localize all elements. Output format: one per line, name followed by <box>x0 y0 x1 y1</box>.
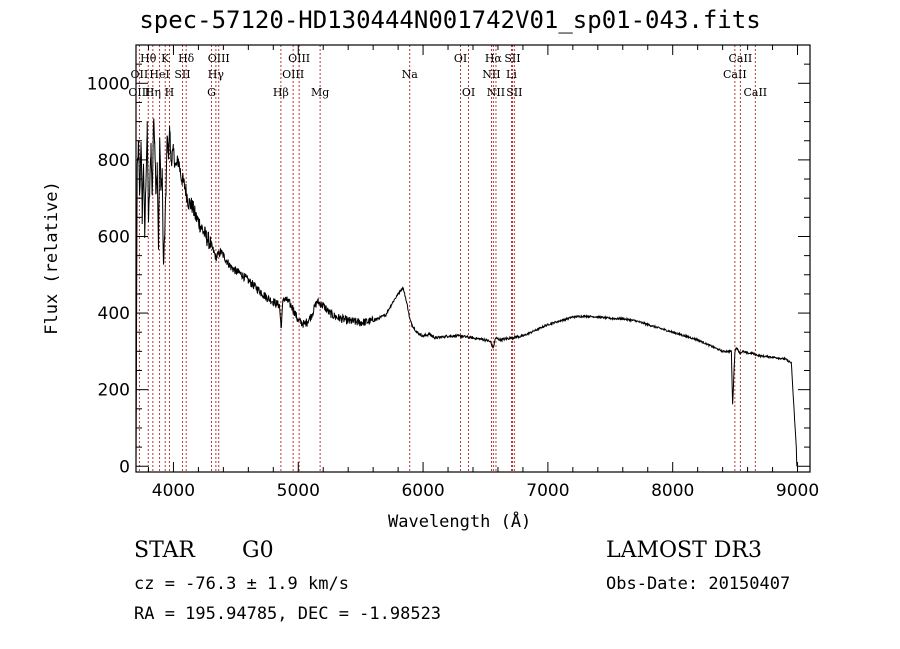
y-tick-label: 600 <box>98 227 130 247</box>
line-label: Hβ <box>273 86 289 99</box>
line-label: OI <box>454 52 467 65</box>
line-label: CaII <box>729 52 753 65</box>
line-label: Hγ <box>208 68 225 81</box>
survey-name: LAMOST DR3 <box>606 538 762 563</box>
line-label: OIII <box>282 68 304 81</box>
line-label: CaII <box>743 86 767 99</box>
line-label: CaII <box>723 68 747 81</box>
line-label: H <box>165 86 175 99</box>
x-axis-label: Wavelength (Å) <box>388 512 532 532</box>
line-label: Li <box>506 68 517 81</box>
line-label: Na <box>402 68 419 81</box>
line-label: NII <box>482 68 500 81</box>
line-markers <box>138 45 756 472</box>
axis-tick-labels: 4000 5000 6000 7000 8000 9000 0 200 400 600 800 100… <box>87 74 819 501</box>
x-tick-label: 8000 <box>651 481 694 501</box>
plot-frame <box>135 44 811 473</box>
line-label: OI <box>462 86 475 99</box>
y-tick-label: 400 <box>98 304 130 324</box>
line-label: OIII <box>128 86 150 99</box>
line-label: Hα <box>485 52 503 65</box>
x-tick-label: 5000 <box>277 481 320 501</box>
object-class: STAR <box>134 538 195 563</box>
y-tick-label: 200 <box>98 381 130 401</box>
line-label: NII <box>487 86 505 99</box>
spectral-subclass: G0 <box>242 538 274 563</box>
line-label: OIII <box>288 52 310 65</box>
y-tick-label: 1000 <box>87 74 130 94</box>
x-tick-label: 4000 <box>152 481 195 501</box>
y-tick-label: 0 <box>119 457 130 477</box>
line-label: Mg <box>311 86 329 99</box>
line-label: SII <box>504 52 520 65</box>
y-tick-label: 800 <box>98 151 130 171</box>
line-label: SII <box>174 68 190 81</box>
line-label: SII <box>506 86 522 99</box>
line-label: Hδ <box>178 52 195 65</box>
line-label: HeI <box>149 68 169 81</box>
chart-title: spec-57120-HD130444N001742V01_sp01-043.f… <box>139 6 761 34</box>
observation-date: Obs-Date: 20150407 <box>606 574 791 594</box>
line-label: OII <box>131 68 149 81</box>
axis-ticks <box>136 44 810 472</box>
x-tick-label: 7000 <box>526 481 569 501</box>
x-tick-label: 9000 <box>776 481 819 501</box>
x-tick-label: 6000 <box>401 481 444 501</box>
line-label: Hθ <box>140 52 157 65</box>
redshift-info: cz = -76.3 ± 1.9 km/s <box>134 574 349 594</box>
line-label: G <box>207 86 216 99</box>
flux-series-line <box>135 118 798 467</box>
y-axis-label: Flux (relative) <box>42 181 62 335</box>
line-label: OIII <box>208 52 230 65</box>
line-labels: Hθ OII OIII K HeI Hη H Hδ SII OIII Hγ G OIII OIII Hβ Mg… <box>128 52 767 99</box>
coordinates-info: RA = 195.94785, DEC = -1.98523 <box>134 604 442 624</box>
line-label: K <box>161 52 170 65</box>
line-label: Hη <box>145 86 161 99</box>
